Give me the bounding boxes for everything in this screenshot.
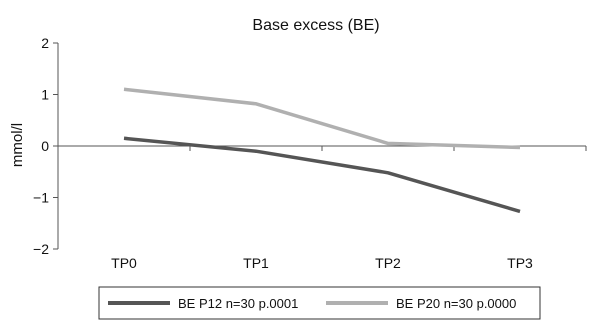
series-line-p20 — [123, 87, 521, 150]
y-tick-label: 2 — [41, 35, 49, 51]
x-tick-label: TP2 — [375, 255, 401, 271]
y-tick-label: −1 — [33, 190, 49, 206]
x-tick-label: TP0 — [111, 255, 137, 271]
y-tick-label: 1 — [41, 87, 49, 103]
y-axis-label: mmol/l — [9, 123, 26, 167]
legend: BE P12 n=30 p.0001 BE P20 n=30 p.0000 — [98, 286, 541, 320]
x-tick-label: TP3 — [507, 255, 533, 271]
y-tick-label: −2 — [33, 241, 49, 257]
chart-title: Base excess (BE) — [252, 17, 379, 34]
tick-labels: 2 1 0 −1 −2 TP0 TP1 TP2 TP3 — [33, 35, 533, 271]
legend-label-p20: BE P20 n=30 p.0000 — [396, 296, 516, 311]
series-lines — [123, 87, 521, 214]
legend-box — [98, 286, 541, 320]
legend-label-p12: BE P12 n=30 p.0001 — [178, 296, 298, 311]
x-tick-label: TP1 — [243, 255, 269, 271]
y-tick-label: 0 — [41, 138, 49, 154]
series-line-p12 — [123, 136, 521, 214]
